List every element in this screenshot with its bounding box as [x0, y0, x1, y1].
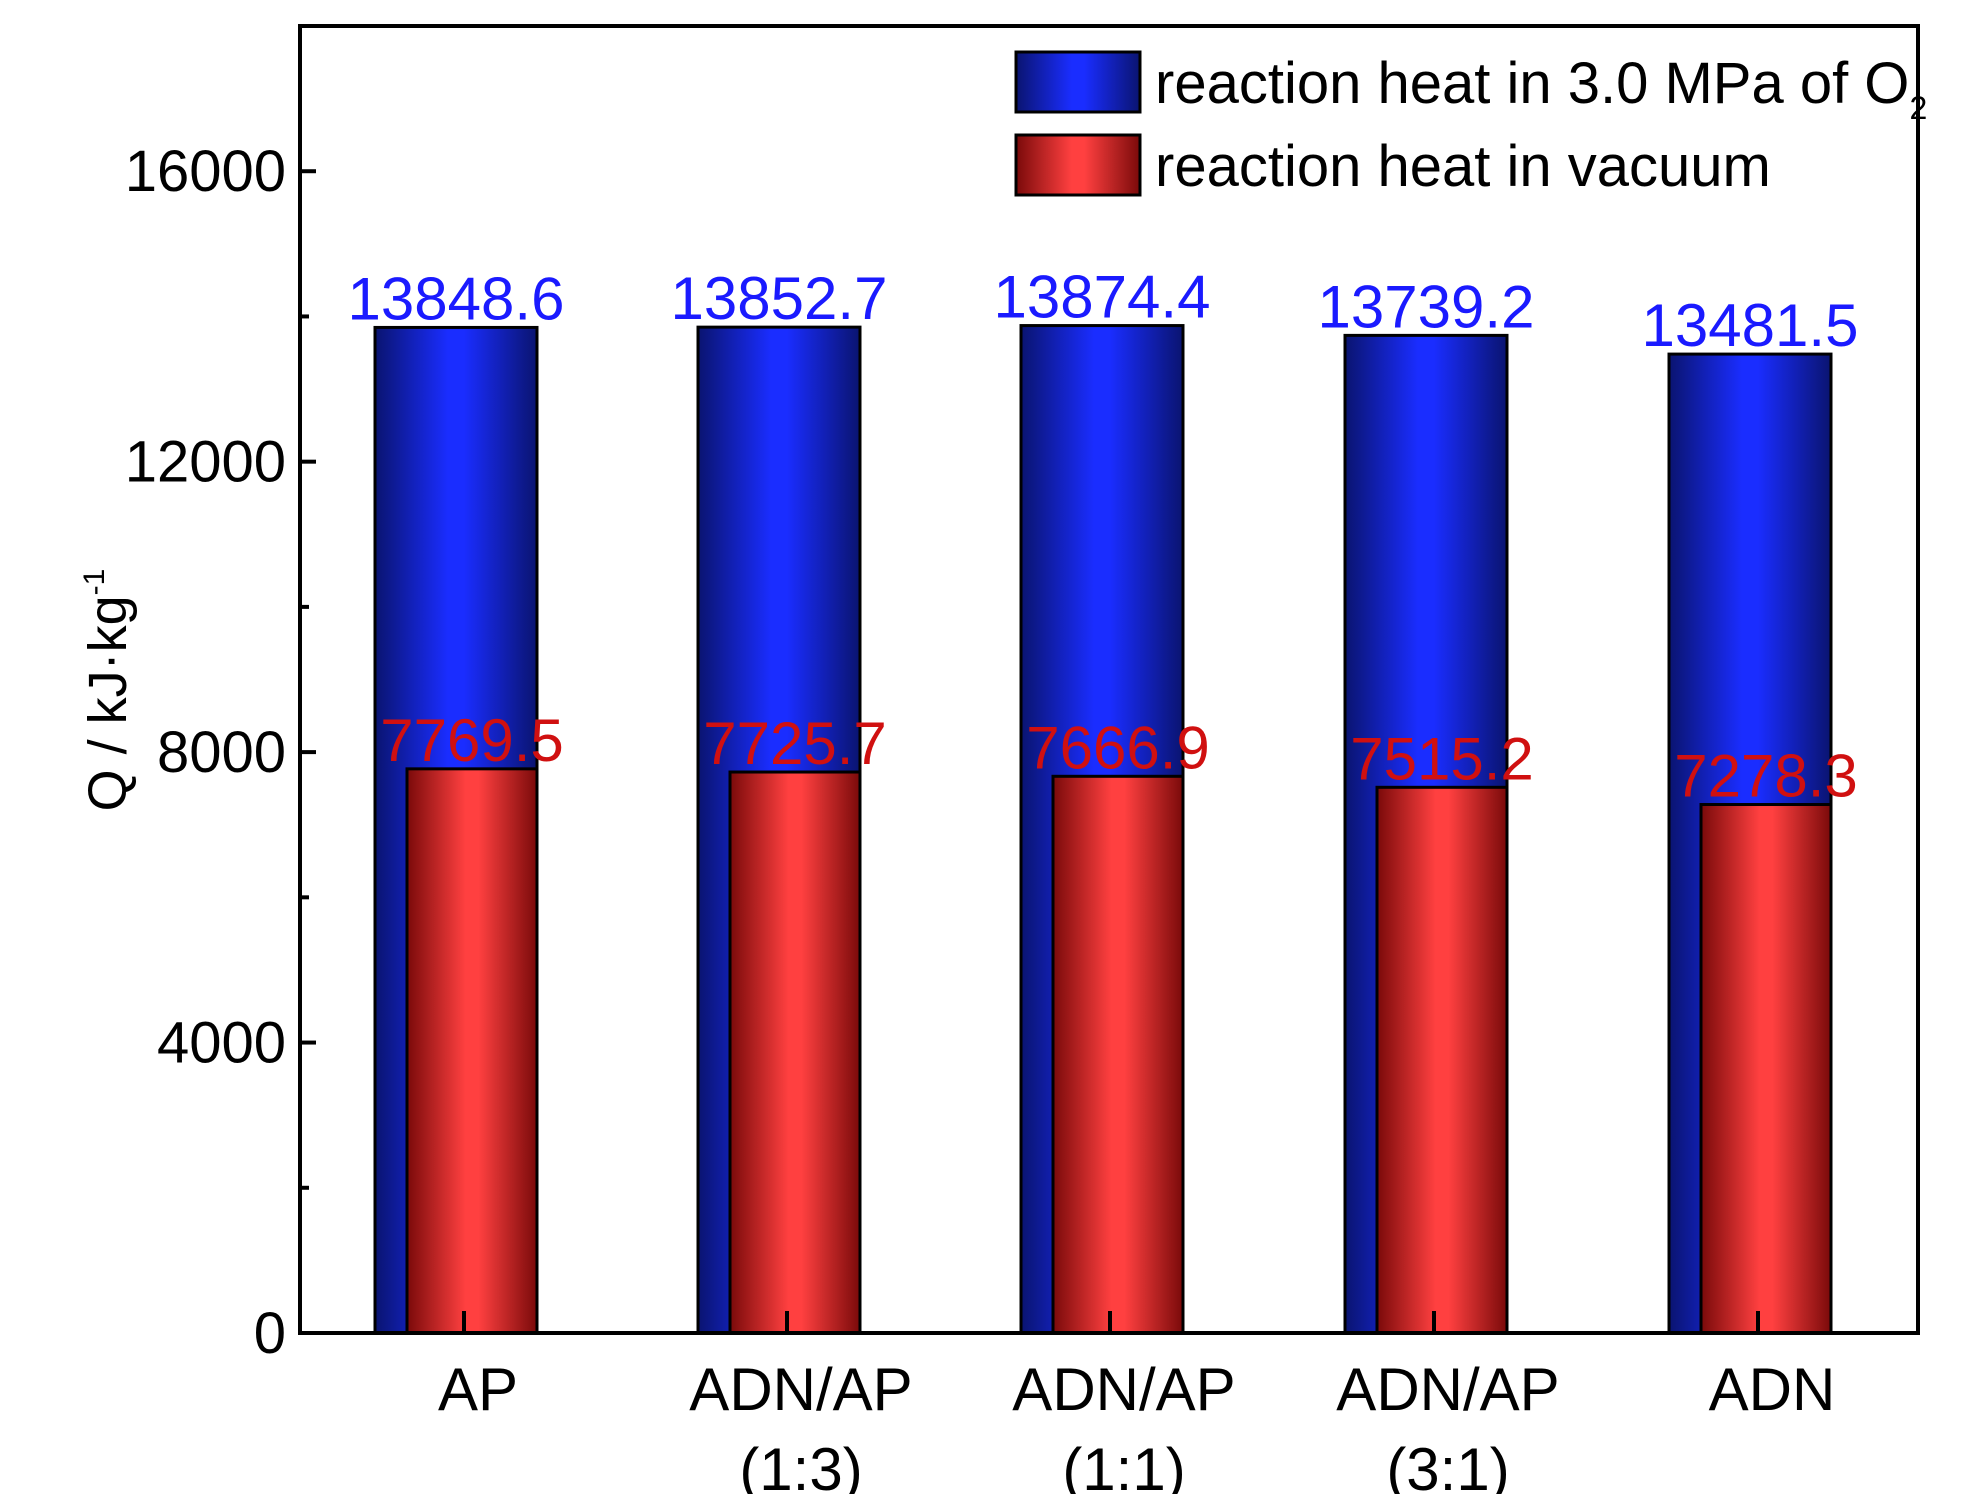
- y-tick-label: 4000: [157, 1011, 286, 1076]
- data-label-o2-3: 13739.2: [1318, 273, 1535, 340]
- data-label-vacuum-0: 7769.5: [380, 707, 564, 774]
- axes-layer: 0 4000 8000 12000 16000 AP ADN/AP (1:3) ADN/AP (1…: [78, 24, 1920, 1494]
- data-label-o2-4: 13481.5: [1642, 292, 1859, 359]
- data-label-vacuum-3: 7515.2: [1350, 725, 1534, 792]
- y-tick-label: 16000: [125, 139, 286, 204]
- x-tick-label: ADN/AP (3:1): [1336, 1356, 1559, 1494]
- bar-vacuum-4: [1699, 803, 1833, 1335]
- y-tick-label: 0: [254, 1301, 286, 1366]
- data-label-o2-0: 13848.6: [348, 265, 565, 332]
- legend: reaction heat in 3.0 MPa of O2 reaction h…: [1014, 50, 1927, 199]
- x-tick-label: ADN/AP (1:3): [689, 1356, 912, 1494]
- data-label-vacuum-1: 7725.7: [703, 710, 887, 777]
- data-label-vacuum-2: 7666.9: [1026, 714, 1210, 781]
- data-label-o2-2: 13874.4: [994, 264, 1211, 331]
- bar-vacuum-1: [728, 770, 862, 1335]
- bar-vacuum-2: [1051, 774, 1185, 1335]
- legend-swatch-o2: [1014, 50, 1142, 114]
- data-labels-layer: 13848.6 13852.7 13874.4 13739.2 13481.5 7769.…: [348, 264, 1859, 810]
- legend-label-vacuum: reaction heat in vacuum: [1155, 134, 1771, 199]
- bar-vacuum-3: [1375, 785, 1509, 1335]
- data-label-vacuum-4: 7278.3: [1674, 743, 1858, 810]
- y-tick-label: 12000: [125, 430, 286, 495]
- bars-layer: [373, 324, 1833, 1335]
- legend-label-o2: reaction heat in 3.0 MPa of O2: [1155, 51, 1927, 126]
- x-tick-label: ADN/AP (1:1): [1012, 1356, 1235, 1494]
- y-axis-label: Q / kJ·kg-1: [78, 569, 138, 812]
- legend-swatch-vacuum: [1014, 133, 1142, 197]
- x-tick-label: ADN: [1709, 1356, 1836, 1423]
- x-tick-label: AP: [438, 1356, 518, 1423]
- y-tick-label: 8000: [157, 720, 286, 785]
- bar-vacuum-0: [405, 767, 539, 1335]
- data-label-o2-1: 13852.7: [671, 265, 888, 332]
